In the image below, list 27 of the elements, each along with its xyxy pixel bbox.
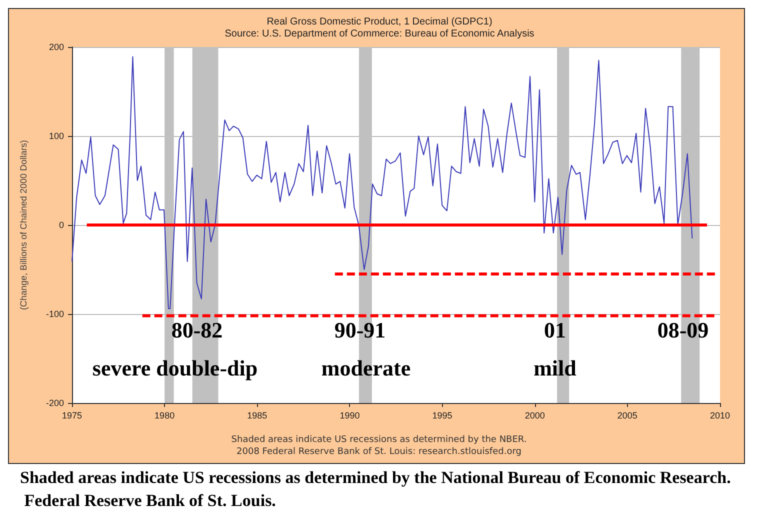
y-tick-label: 0 <box>58 220 64 230</box>
y-tick-label: -200 <box>46 398 64 408</box>
y-tick-label: 100 <box>48 131 64 141</box>
text: Shaded areas indicate US recessions as determined by the National Bureau of Economic Research. Federal Reserve Bank of St. Louis. <box>20 468 736 510</box>
text: 2008 Federal Reserve Bank of St. Louis: research.stlouisfed.org <box>236 447 522 457</box>
annotation: 90-91 <box>334 318 386 342</box>
chart-subtitle: Source: U.S. Department of Commerce: Bureau of Economic Analysis <box>224 28 534 40</box>
annotation: mild <box>534 356 576 380</box>
x-tick-label: 2010 <box>710 410 730 420</box>
annotation: 80-82 <box>171 318 223 342</box>
annotation: moderate <box>321 356 411 380</box>
x-tick-label: 1985 <box>247 410 268 420</box>
x-tick-label: 2000 <box>524 410 545 420</box>
x-tick-label: 1980 <box>154 410 175 420</box>
y-tick-label: -100 <box>46 309 64 319</box>
annotation: 01 <box>544 318 566 342</box>
x-tick-label: 2005 <box>617 410 638 420</box>
annotation: severe double-dip <box>92 356 258 380</box>
y-axis-title: (Change, Billions of Chained 2000 Dollars) <box>18 140 28 310</box>
annotation: 08-09 <box>657 318 709 342</box>
x-tick-label: 1995 <box>432 410 452 420</box>
x-tick-label: 1990 <box>340 410 360 420</box>
text: Shaded areas indicate US recessions as determined by the NBER. <box>231 435 527 445</box>
y-tick-label: 200 <box>48 42 64 52</box>
line-series <box>72 56 693 310</box>
chart-title: Real Gross Domestic Product, 1 Decimal (GDPC1) <box>266 16 492 28</box>
x-tick-label: 1975 <box>62 410 82 420</box>
